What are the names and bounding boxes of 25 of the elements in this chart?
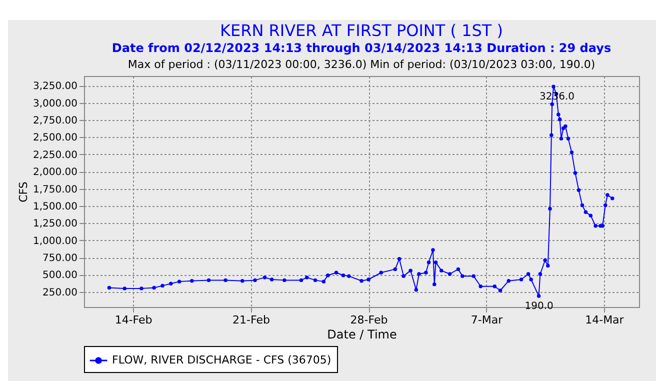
y-tick-label: 2,000.00 xyxy=(32,167,78,178)
text: Max of period : (03/11/2023 00:00, 3236.0) Min of period: (03/10/2023 03:00, 190.0) xyxy=(128,58,596,71)
x-tick-label: 7-Mar xyxy=(470,314,504,326)
y-tick-label: 250.00 xyxy=(42,287,78,298)
y-tick-label: 1,000.00 xyxy=(32,236,78,247)
y-tick-label: 500.00 xyxy=(42,270,78,282)
y-tick-label: 3,000.00 xyxy=(32,98,78,110)
x-tick-label: 14-Feb xyxy=(114,314,152,326)
chart-title: KERN RIVER AT FIRST POINT ( 1ST ) xyxy=(220,21,504,40)
y-tick-label: 1,500.00 xyxy=(32,201,78,212)
y-tick-label: 1,750.00 xyxy=(32,184,78,196)
y-tick-label: 2,250.00 xyxy=(32,150,78,161)
annotation: 190.0 xyxy=(524,301,554,312)
y-tick-label: 1,250.00 xyxy=(32,218,78,230)
chart-subtitle: Date from 02/12/2023 14:13 through 03/14/2023 14:13 Duration : 29 days xyxy=(112,41,612,55)
y-tick-label: 2,500.00 xyxy=(32,132,78,144)
legend-label: FLOW, RIVER DISCHARGE - CFS (36705) xyxy=(112,354,332,366)
x-tick-label: 21-Feb xyxy=(232,314,270,326)
x-tick-label: 14-Mar xyxy=(585,314,624,326)
y-axis-title: CFS xyxy=(16,182,30,202)
y-tick-label: 3,250.00 xyxy=(32,81,78,92)
y-tick-label: 2,750.00 xyxy=(32,116,78,126)
x-axis-title: Date / Time xyxy=(327,328,397,342)
y-tick-label: 750.00 xyxy=(42,253,78,264)
x-tick-label: 28-Feb xyxy=(350,314,388,326)
